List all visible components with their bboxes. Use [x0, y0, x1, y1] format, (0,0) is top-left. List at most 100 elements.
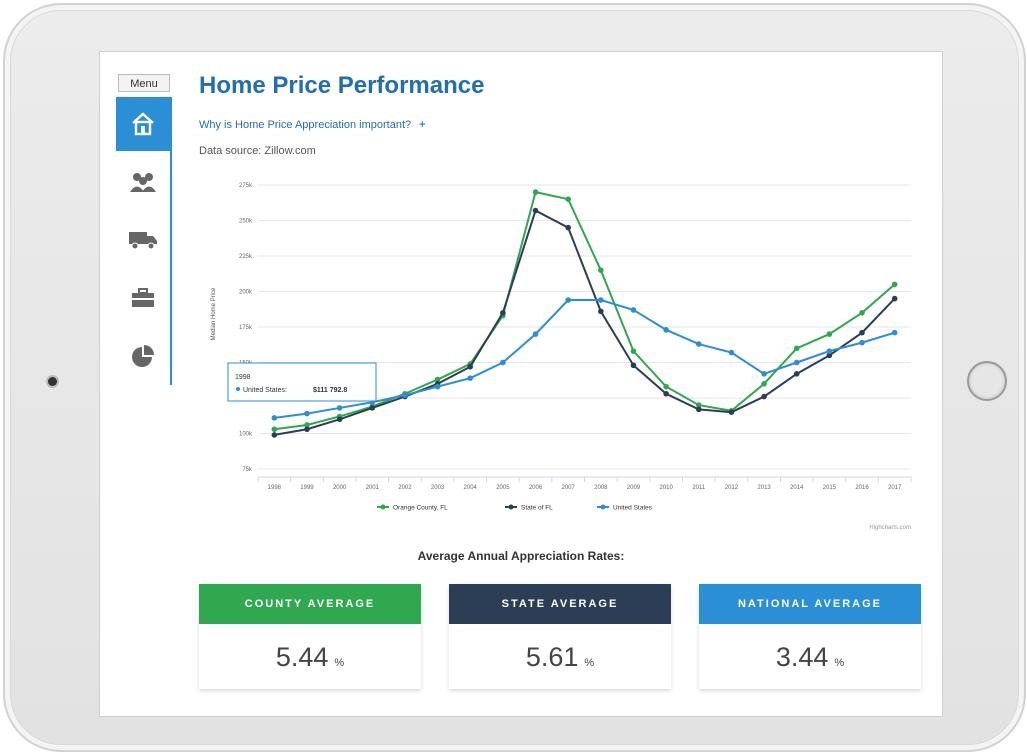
data-point[interactable]	[598, 308, 604, 315]
data-point[interactable]	[500, 310, 506, 316]
data-point[interactable]	[467, 363, 474, 370]
camera-icon	[48, 377, 57, 386]
x-tick-label: 2012	[725, 485, 739, 491]
data-point[interactable]	[859, 339, 865, 346]
data-point[interactable]	[271, 426, 278, 433]
tooltip-value: $111 792.8	[313, 387, 347, 394]
screen: Menu	[99, 51, 943, 717]
data-point[interactable]	[728, 349, 735, 356]
data-point[interactable]	[891, 281, 898, 288]
x-tick-label: 2004	[464, 485, 478, 491]
data-point[interactable]	[434, 376, 441, 383]
home-icon	[132, 112, 154, 136]
data-point[interactable]	[402, 392, 408, 398]
data-point[interactable]	[304, 426, 310, 433]
menu-button[interactable]: Menu	[118, 74, 170, 92]
data-point[interactable]	[761, 371, 767, 377]
why-appreciation-link[interactable]: Why is Home Price Appreciation important…	[199, 119, 426, 131]
data-point[interactable]	[598, 267, 604, 273]
home-button[interactable]	[967, 361, 1007, 401]
data-point[interactable]	[467, 375, 474, 381]
legend-item[interactable]: Orange County, FL	[393, 505, 448, 512]
sidebar-item-home[interactable]	[116, 97, 170, 151]
data-point[interactable]	[826, 331, 833, 337]
data-point[interactable]	[304, 422, 310, 428]
data-point[interactable]	[336, 405, 343, 411]
series-line-1[interactable]	[274, 209, 896, 436]
legend-item[interactable]: United States	[613, 505, 653, 512]
x-tick-label: 2007	[561, 485, 575, 491]
x-tick-label: 1999	[300, 485, 314, 491]
data-point[interactable]	[826, 352, 833, 359]
data-point[interactable]	[630, 362, 637, 369]
plus-icon[interactable]: +	[419, 119, 426, 131]
data-point[interactable]	[891, 329, 898, 336]
data-point[interactable]	[826, 348, 833, 354]
series-line-0[interactable]	[274, 190, 896, 431]
tooltip-label: United States:	[243, 387, 287, 394]
legend-marker	[600, 504, 606, 510]
data-point[interactable]	[500, 359, 506, 366]
state-average-unit: %	[584, 657, 595, 669]
data-point[interactable]	[859, 329, 865, 336]
tablet-frame: Menu	[3, 3, 1026, 752]
data-point[interactable]	[271, 415, 278, 421]
data-point[interactable]	[891, 295, 898, 302]
data-point[interactable]	[761, 381, 767, 387]
data-point[interactable]	[695, 341, 702, 347]
data-point[interactable]	[793, 371, 800, 377]
data-point[interactable]	[630, 348, 637, 354]
data-point[interactable]	[630, 307, 637, 313]
data-point[interactable]	[663, 327, 669, 333]
x-tick-label: 2013	[757, 485, 771, 491]
tooltip-year: 1998	[235, 374, 251, 381]
briefcase-icon	[132, 288, 154, 307]
y-tick-label: 200k	[239, 290, 253, 296]
data-point[interactable]	[271, 432, 278, 438]
series-line-2[interactable]	[274, 299, 895, 419]
sidebar-item-reports[interactable]	[116, 329, 170, 383]
data-point[interactable]	[532, 189, 539, 195]
y-tick-label: 275k	[239, 183, 253, 189]
data-point[interactable]	[532, 331, 539, 337]
sidebar-item-people[interactable]	[116, 155, 170, 209]
y-tick-label: 225k	[239, 254, 253, 260]
data-point[interactable]	[565, 297, 571, 303]
data-point[interactable]	[565, 224, 571, 231]
data-point[interactable]	[304, 410, 310, 417]
chart-credit[interactable]: Highcharts.com	[869, 525, 911, 531]
data-point[interactable]	[761, 393, 767, 400]
x-tick-label: 2016	[855, 485, 869, 491]
x-tick-label: 2015	[823, 485, 837, 491]
data-point[interactable]	[532, 207, 539, 214]
chart-grid	[257, 184, 912, 482]
state-average-label: STATE AVERAGE	[449, 584, 671, 624]
data-point[interactable]	[663, 390, 669, 397]
home-price-chart: 75k100k125k150k175k200k225k250k275k 1998…	[211, 183, 912, 531]
data-point[interactable]	[663, 383, 669, 390]
data-point[interactable]	[336, 416, 343, 423]
data-point[interactable]	[728, 409, 735, 415]
y-tick-label: 175k	[239, 325, 253, 331]
data-point[interactable]	[598, 297, 604, 303]
national-average-label: NATIONAL AVERAGE	[699, 584, 921, 624]
data-source: Data source: Zillow.com	[199, 145, 316, 157]
sidebar-item-briefcase[interactable]	[116, 271, 170, 325]
county-average-card: COUNTY AVERAGE 5.44%	[199, 584, 421, 689]
national-average-unit: %	[834, 657, 845, 669]
data-point[interactable]	[695, 402, 702, 408]
legend-item[interactable]: State of FL	[521, 505, 553, 512]
data-point[interactable]	[859, 310, 865, 316]
why-appreciation-text[interactable]: Why is Home Price Appreciation important…	[199, 119, 412, 131]
data-point[interactable]	[369, 405, 376, 411]
data-point[interactable]	[793, 359, 800, 366]
data-point[interactable]	[793, 345, 800, 352]
data-point[interactable]	[695, 406, 702, 413]
county-average-label: COUNTY AVERAGE	[199, 584, 421, 624]
sidebar-item-truck[interactable]	[116, 213, 170, 267]
data-point[interactable]	[565, 196, 571, 202]
legend-marker	[508, 504, 514, 510]
data-point[interactable]	[434, 383, 441, 390]
state-average-card: STATE AVERAGE 5.61%	[449, 584, 671, 689]
county-average-value: 5.44	[275, 642, 329, 672]
